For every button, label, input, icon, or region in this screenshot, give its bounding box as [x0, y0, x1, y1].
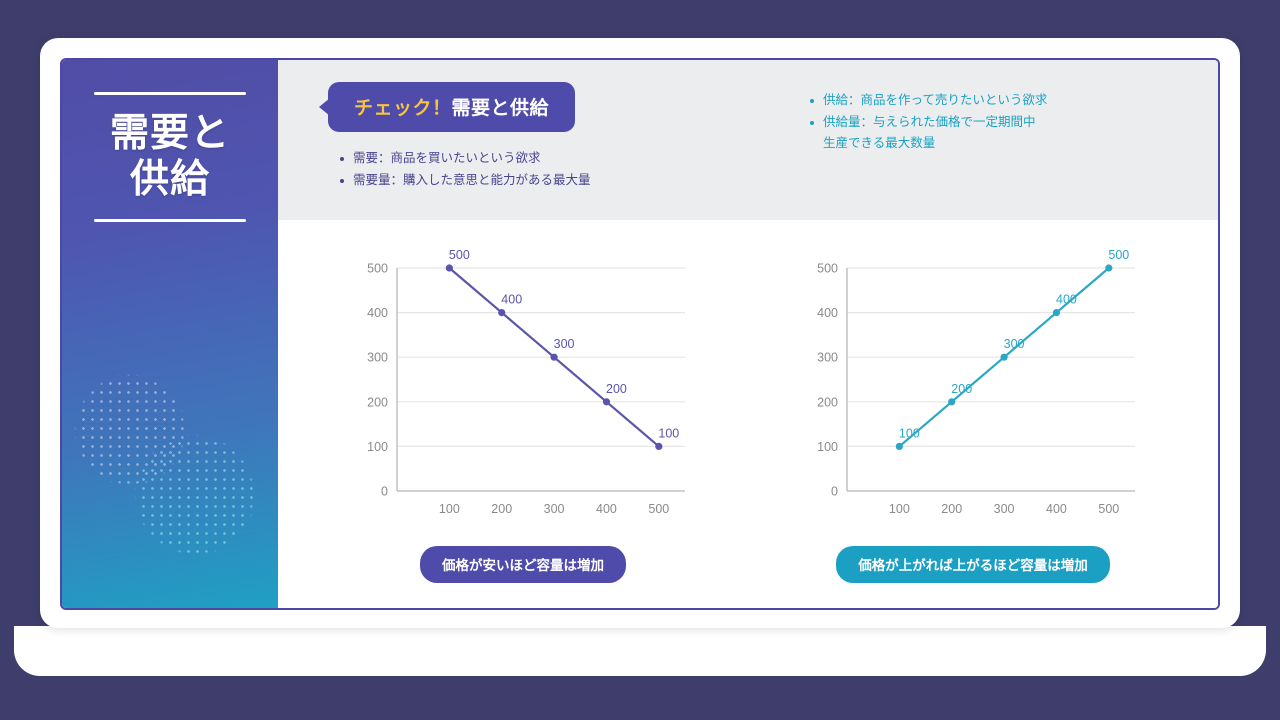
x-axis-tick-label: 300: [544, 502, 565, 516]
x-axis-tick-label: 300: [994, 502, 1015, 516]
content-area: チェック！需要と供給 需要：商品を買いたいという欲求 需要量：購入した意思と能力…: [278, 60, 1218, 608]
check-badge-main: 需要と供給: [451, 98, 550, 119]
demand-chart-svg: 0 100 200 300 400 500 100 200 300 400 500 500 400 300…: [367, 248, 685, 516]
page-title: 需要と 供給: [62, 111, 278, 203]
x-axis-tick-label: 200: [941, 502, 962, 516]
x-axis-tick-label: 100: [889, 502, 910, 516]
data-point-marker: [895, 442, 903, 450]
x-axis-tick-label: 500: [648, 502, 669, 516]
y-axis-tick-label: 100: [367, 440, 388, 454]
data-point-marker: [445, 264, 453, 272]
check-badge: チェック！需要と供給: [318, 82, 576, 132]
header-band: チェック！需要と供給 需要：商品を買いたいという欲求 需要量：購入した意思と能力…: [278, 60, 1218, 220]
demand-chart-column: 0 100 200 300 400 500 100 200 300 400 500 500 400 300…: [298, 238, 748, 608]
data-point-label: 100: [899, 426, 920, 440]
y-axis-tick-label: 500: [367, 262, 388, 276]
data-point-marker: [1052, 309, 1061, 317]
y-axis-tick-label: 0: [831, 485, 838, 499]
demand-bullet-list: 需要：商品を買いたいという欲求 需要量：購入した意思と能力がある最大量: [340, 148, 778, 191]
demand-chart: 0 100 200 300 400 500 100 200 300 400 500 500 400 300…: [353, 238, 693, 538]
data-point-marker: [1105, 264, 1113, 272]
data-point-label: 300: [1004, 337, 1025, 351]
y-axis-tick-label: 500: [817, 262, 838, 276]
list-item: 供給：商品を作って売りたいという欲求: [810, 90, 1192, 112]
header-right-column: 供給：商品を作って売りたいという欲求 供給量：与えられた価格で一定期間中 生産で…: [798, 82, 1192, 206]
laptop-base: [14, 626, 1266, 676]
page-title-line1: 需要と: [109, 112, 230, 155]
y-axis-tick-label: 100: [817, 440, 838, 454]
supply-bullet-list: 供給：商品を作って売りたいという欲求 供給量：与えられた価格で一定期間中 生産で…: [810, 90, 1192, 155]
y-axis-tick-label: 200: [817, 395, 838, 409]
data-point-marker: [550, 353, 558, 361]
x-axis-tick-label: 400: [596, 502, 617, 516]
page-title-line2: 供給: [129, 158, 210, 202]
supply-chart: 0 100 200 300 400 500 100 200 300 400 500 100 200 300…: [803, 238, 1143, 538]
data-point-label: 400: [501, 293, 522, 307]
supply-caption-pill: 価格が上がれば上がるほど容量は増加: [836, 546, 1110, 583]
header-left-column: チェック！需要と供給 需要：商品を買いたいという欲求 需要量：購入した意思と能力…: [318, 82, 778, 206]
demand-caption-pill: 価格が安いほど容量は増加: [420, 546, 626, 583]
y-axis-tick-label: 300: [817, 351, 838, 365]
x-axis-tick-label: 400: [1046, 502, 1067, 516]
y-axis-tick-label: 300: [367, 351, 388, 365]
list-item: 需要：商品を買いたいという欲求: [340, 148, 778, 170]
x-axis-tick-label: 100: [439, 502, 460, 516]
slide: 需要と 供給 チェック！需要と供給 需要：商品を買いたいという欲求 需要量：購入…: [60, 58, 1220, 610]
sidebar: 需要と 供給: [62, 60, 278, 608]
data-point-marker: [498, 309, 506, 317]
x-axis-tick-label: 200: [491, 502, 512, 516]
data-point-label: 300: [554, 337, 575, 351]
data-point-label: 100: [658, 426, 679, 440]
dot-pattern-lower-icon: [130, 430, 260, 560]
check-badge-accent: チェック！: [354, 98, 452, 119]
supply-chart-svg: 0 100 200 300 400 500 100 200 300 400 500 100 200 300…: [817, 248, 1135, 516]
data-point-marker: [948, 398, 956, 406]
y-axis-tick-label: 0: [381, 485, 388, 499]
data-point-marker: [1000, 353, 1008, 361]
y-axis-tick-label: 400: [367, 306, 388, 320]
sidebar-rule-top: [94, 92, 246, 95]
supply-chart-column: 0 100 200 300 400 500 100 200 300 400 500 100 200 300…: [748, 238, 1198, 608]
data-point-label: 500: [1108, 248, 1129, 262]
list-item: 需要量：購入した意思と能力がある最大量: [340, 170, 778, 192]
y-axis-tick-label: 400: [817, 306, 838, 320]
data-point-label: 500: [449, 248, 470, 262]
data-point-marker: [602, 398, 611, 406]
list-item: 供給量：与えられた価格で一定期間中 生産できる最大数量: [810, 112, 1192, 155]
charts-row: 0 100 200 300 400 500 100 200 300 400 500 500 400 300…: [278, 220, 1218, 608]
y-axis-tick-label: 200: [367, 395, 388, 409]
data-point-label: 200: [951, 382, 972, 396]
data-point-marker: [655, 442, 663, 450]
data-point-label: 200: [606, 382, 627, 396]
x-axis-tick-label: 500: [1098, 502, 1119, 516]
data-point-label: 400: [1056, 293, 1077, 307]
sidebar-rule-bottom: [94, 219, 246, 223]
